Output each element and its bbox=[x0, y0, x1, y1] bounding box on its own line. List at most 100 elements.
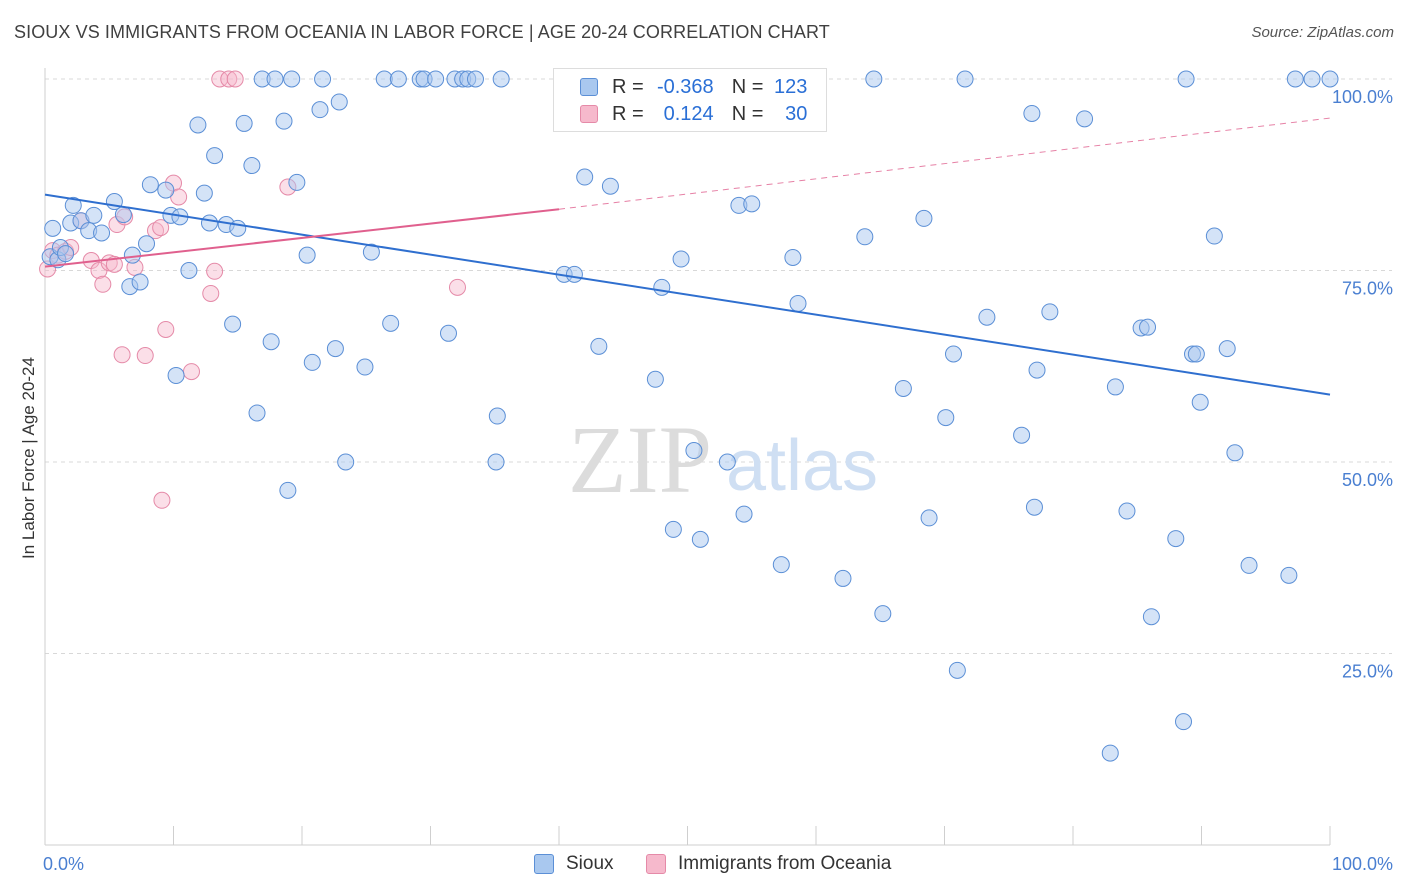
sioux-point bbox=[248, 404, 266, 422]
sioux-point bbox=[874, 605, 892, 623]
legend-r-label: R = bbox=[612, 75, 644, 98]
legend-n-value: 123 bbox=[774, 75, 808, 98]
sioux-point bbox=[1303, 70, 1321, 88]
sioux-point bbox=[123, 246, 141, 264]
sioux-point bbox=[180, 262, 198, 279]
watermark-zip: ZIP bbox=[568, 406, 712, 513]
oceania-point bbox=[136, 347, 154, 365]
sioux-point bbox=[229, 219, 247, 237]
oceania-point bbox=[147, 222, 165, 240]
sioux-point bbox=[565, 265, 583, 283]
sioux-point bbox=[784, 248, 802, 266]
sioux-point bbox=[576, 168, 594, 186]
sioux-point bbox=[283, 70, 301, 88]
x-tick-label: 100.0% bbox=[1332, 854, 1393, 874]
legend-swatch-sioux bbox=[580, 78, 598, 96]
legend-swatch-oceania bbox=[580, 105, 598, 123]
sioux-point bbox=[653, 278, 671, 296]
oceania-point bbox=[94, 275, 112, 293]
sioux-point bbox=[314, 70, 332, 88]
series-legend-swatch-oceania bbox=[646, 854, 666, 874]
oceania-point bbox=[182, 363, 200, 381]
legend-r-value: -0.368 bbox=[656, 75, 714, 98]
sioux-point bbox=[375, 70, 393, 88]
sioux-point bbox=[956, 70, 974, 88]
sioux-point bbox=[1286, 70, 1304, 88]
sioux-point bbox=[337, 453, 355, 471]
oceania-trend-line bbox=[44, 208, 560, 268]
sioux-point bbox=[1167, 530, 1185, 548]
series-legend-sioux[interactable]: Sioux bbox=[534, 853, 614, 875]
legend-n-value: 30 bbox=[785, 102, 808, 125]
sioux-point bbox=[1321, 70, 1339, 88]
series-legend-label-sioux: Sioux bbox=[566, 853, 614, 874]
sioux-point bbox=[439, 324, 457, 342]
sioux-point bbox=[1175, 713, 1193, 731]
legend-row-sioux: R = -0.368 N = 123 bbox=[554, 73, 807, 101]
legend-r-label: R = bbox=[612, 102, 644, 125]
sioux-point bbox=[389, 70, 407, 88]
series-legend-label-oceania: Immigrants from Oceania bbox=[678, 853, 892, 874]
sioux-point bbox=[915, 209, 933, 227]
oceania-point bbox=[211, 70, 229, 88]
sioux-point bbox=[288, 173, 306, 191]
sioux-point bbox=[789, 294, 807, 312]
sioux-point bbox=[1101, 744, 1119, 762]
sioux-point bbox=[1028, 361, 1046, 379]
sioux-point bbox=[1139, 318, 1157, 336]
sioux-point bbox=[1240, 556, 1258, 574]
oceania-point bbox=[113, 346, 131, 364]
oceania-point bbox=[226, 70, 244, 88]
sioux-point bbox=[1118, 502, 1136, 520]
y-tick-label: 75.0% bbox=[1342, 279, 1393, 299]
y-axis-label: In Labor Force | Age 20-24 bbox=[19, 357, 38, 559]
sioux-point bbox=[1023, 104, 1041, 122]
sioux-point bbox=[262, 333, 280, 351]
sioux-point bbox=[601, 177, 619, 195]
sioux-point bbox=[303, 353, 321, 371]
sioux-point bbox=[1142, 608, 1160, 626]
sioux-point bbox=[279, 481, 297, 499]
sioux-point bbox=[735, 505, 753, 523]
sioux-point bbox=[141, 176, 159, 194]
sioux-point bbox=[64, 196, 82, 214]
sioux-point bbox=[206, 147, 224, 165]
sioux-point bbox=[298, 246, 316, 264]
watermark-atlas: atlas bbox=[726, 426, 878, 506]
legend-r-value: 0.124 bbox=[663, 102, 714, 125]
sioux-point bbox=[138, 235, 156, 253]
series-legend-oceania[interactable]: Immigrants from Oceania bbox=[646, 853, 891, 875]
oceania-point bbox=[157, 320, 175, 338]
sioux-point bbox=[894, 379, 912, 397]
sioux-point bbox=[330, 93, 348, 111]
correlation-legend: R = -0.368 N = 123 R = 0.124 N = 30 bbox=[553, 68, 827, 132]
sioux-point bbox=[944, 345, 962, 363]
series-legend: Sioux Immigrants from Oceania bbox=[0, 850, 1406, 880]
sioux-point bbox=[466, 70, 484, 88]
sioux-point bbox=[1205, 227, 1223, 245]
sioux-point bbox=[1280, 566, 1298, 584]
sioux-point bbox=[646, 370, 664, 388]
sioux-point bbox=[44, 219, 62, 237]
sioux-point bbox=[1025, 498, 1043, 516]
trend-lines bbox=[44, 117, 1331, 396]
sioux-point bbox=[1226, 444, 1244, 462]
x-tick-label: 0.0% bbox=[43, 854, 84, 874]
oceania-point bbox=[220, 70, 238, 88]
sioux-point bbox=[356, 358, 374, 376]
sioux-point bbox=[311, 101, 329, 119]
sioux-point bbox=[834, 569, 852, 587]
sioux-point bbox=[167, 366, 185, 384]
sioux-point bbox=[664, 520, 682, 538]
sioux-point bbox=[672, 250, 690, 268]
sioux-point bbox=[157, 181, 175, 199]
legend-n-label: N = bbox=[731, 102, 764, 125]
sioux-point bbox=[266, 70, 284, 88]
sioux-point bbox=[1177, 70, 1195, 88]
sioux-point bbox=[200, 214, 218, 232]
chart-title: SIOUX VS IMMIGRANTS FROM OCEANIA IN LABO… bbox=[14, 22, 830, 42]
legend-row-oceania: R = 0.124 N = 30 bbox=[554, 100, 807, 128]
sioux-point bbox=[275, 112, 293, 130]
sioux-point bbox=[948, 661, 966, 679]
